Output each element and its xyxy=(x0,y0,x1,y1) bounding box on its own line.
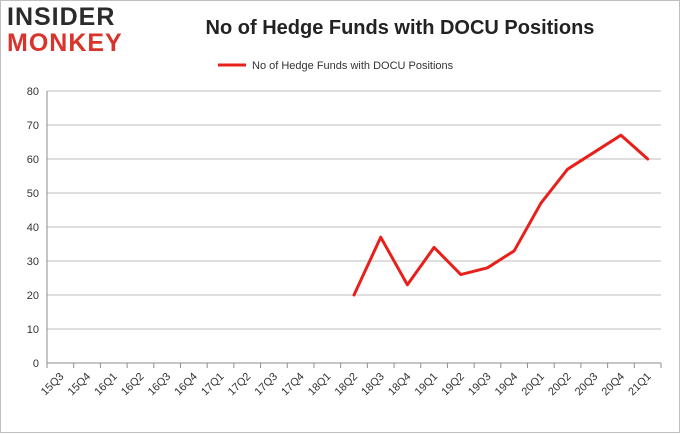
y-tick-label: 70 xyxy=(27,120,39,132)
y-tick-label: 0 xyxy=(33,358,39,370)
insider-monkey-logo: INSIDER MONKEY xyxy=(7,5,129,56)
y-tick-label: 20 xyxy=(27,290,39,302)
series-line-0 xyxy=(352,133,650,297)
logo-text-bottom: MONKEY xyxy=(7,29,123,57)
x-tick-label: 18Q2 xyxy=(333,371,361,399)
x-tick-label: 16Q3 xyxy=(146,371,174,399)
x-tick-label: 15Q3 xyxy=(39,371,67,399)
x-tick-label: 16Q2 xyxy=(119,371,147,399)
y-tick-label: 50 xyxy=(27,188,39,200)
logo-text-top: INSIDER xyxy=(7,3,116,31)
x-tick-label: 17Q2 xyxy=(226,371,254,399)
x-tick-label: 16Q4 xyxy=(172,371,200,399)
x-tick-label: 16Q1 xyxy=(92,371,120,399)
x-tick-label: 19Q4 xyxy=(493,371,521,399)
y-tick-label: 40 xyxy=(27,222,39,234)
x-tick-label: 18Q4 xyxy=(386,371,414,399)
x-tick-label: 19Q1 xyxy=(413,371,441,399)
x-tick-label: 20Q4 xyxy=(600,371,628,399)
x-tick-label: 18Q1 xyxy=(306,371,334,399)
x-tick-label: 20Q3 xyxy=(573,371,601,399)
x-tick-label: 18Q3 xyxy=(359,371,387,399)
x-tick-label: 20Q2 xyxy=(546,371,574,399)
x-tick-label: 17Q4 xyxy=(279,371,307,399)
x-tick-label: 17Q3 xyxy=(253,371,281,399)
y-tick-label: 60 xyxy=(27,154,39,166)
x-tick-label: 15Q4 xyxy=(66,371,94,399)
x-tick-label: 19Q3 xyxy=(466,371,494,399)
x-tick-label: 20Q1 xyxy=(519,371,547,399)
x-tick-label: 21Q1 xyxy=(626,371,654,399)
y-tick-label: 30 xyxy=(27,256,39,268)
y-tick-label: 80 xyxy=(27,86,39,98)
x-tick-label: 19Q2 xyxy=(439,371,467,399)
chart-title: No of Hedge Funds with DOCU Positions xyxy=(205,17,595,39)
legend-label: No of Hedge Funds with DOCU Positions xyxy=(252,60,454,72)
x-tick-label: 17Q1 xyxy=(199,371,227,399)
y-tick-label: 10 xyxy=(27,324,39,336)
